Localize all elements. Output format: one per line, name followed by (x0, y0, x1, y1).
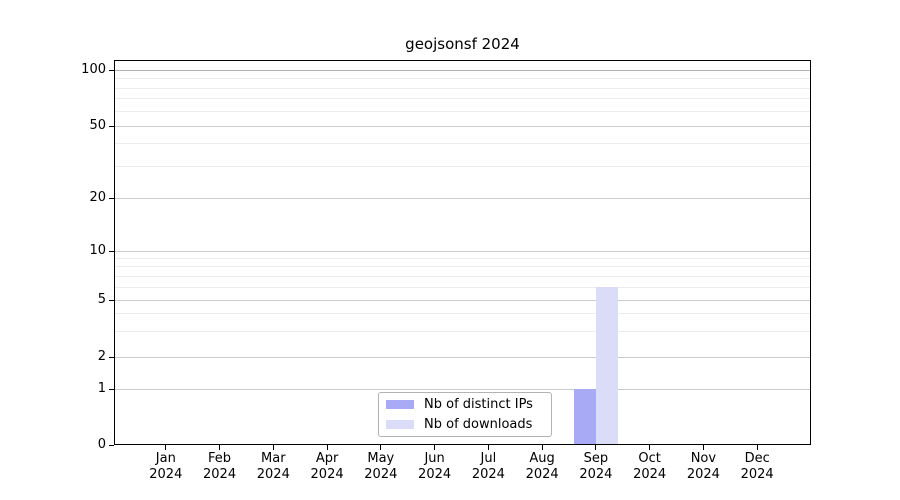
y-gridline-major (115, 250, 810, 252)
y-tick-mark (109, 69, 114, 71)
y-gridline-minor (115, 78, 810, 79)
y-gridline-major (115, 356, 810, 358)
y-tick-mark (109, 250, 114, 252)
x-tick-mark (165, 445, 167, 450)
x-tick-year: 2024 (418, 467, 452, 482)
x-tick-label: Oct 2024 (622, 451, 678, 483)
x-tick-month: Jul (480, 451, 497, 466)
y-gridline-major (115, 125, 810, 127)
y-gridline-minor (115, 257, 810, 259)
x-tick-mark (434, 445, 436, 450)
x-tick-month: Aug (529, 451, 555, 466)
y-gridline-minor (115, 165, 810, 167)
x-tick-month: Apr (315, 451, 339, 466)
y-tick-label: 5 (97, 292, 106, 307)
y-gridline-minor (115, 331, 810, 333)
x-tick-mark (380, 445, 382, 450)
x-tick-month: Oct (638, 451, 661, 466)
bar-distinct-ips (573, 389, 596, 445)
x-tick-mark (487, 445, 489, 450)
y-gridline-minor (115, 110, 810, 112)
x-tick-label: Jan 2024 (138, 451, 194, 483)
legend-swatch (386, 419, 414, 429)
x-tick-label: Jul 2024 (460, 451, 516, 483)
x-tick-mark (649, 445, 651, 450)
legend-swatch (386, 400, 414, 410)
x-tick-month: Feb (208, 451, 232, 466)
y-tick-mark (109, 388, 114, 390)
x-tick-year: 2024 (364, 467, 398, 482)
y-gridline-major (115, 69, 810, 71)
x-tick-mark (326, 445, 328, 450)
y-gridline-minor (115, 266, 810, 268)
y-tick-label: 20 (89, 190, 106, 205)
x-tick-label: Mar 2024 (245, 451, 301, 483)
x-tick-year: 2024 (149, 467, 183, 482)
x-tick-label: Sep 2024 (568, 451, 624, 483)
x-tick-mark (541, 445, 543, 450)
x-tick-mark (219, 445, 221, 450)
x-tick-year: 2024 (525, 467, 559, 482)
plot-area-border (114, 60, 811, 445)
chart-title: geojsonsf 2024 (405, 35, 520, 53)
x-tick-year: 2024 (471, 467, 505, 482)
x-tick-year: 2024 (256, 467, 290, 482)
x-tick-month: Nov (690, 451, 717, 466)
x-tick-label: Jun 2024 (407, 451, 463, 483)
x-tick-mark (756, 445, 758, 450)
x-tick-label: Aug 2024 (514, 451, 570, 483)
x-tick-month: Dec (744, 451, 770, 466)
x-tick-year: 2024 (203, 467, 237, 482)
bar-downloads (595, 287, 618, 445)
x-tick-mark (595, 445, 597, 450)
y-gridline-minor (115, 98, 810, 100)
x-tick-mark (272, 445, 274, 450)
x-tick-mark (702, 445, 704, 450)
x-tick-label: May 2024 (353, 451, 409, 483)
y-tick-label: 100 (81, 62, 106, 77)
x-tick-month: May (367, 451, 395, 466)
x-tick-label: Apr 2024 (299, 451, 355, 483)
y-tick-label: 50 (89, 118, 106, 133)
y-gridline-minor (115, 313, 810, 315)
y-tick-label: 0 (97, 437, 106, 452)
x-tick-month: Jan (155, 451, 176, 466)
y-tick-mark (109, 356, 114, 358)
legend: Nb of distinct IPs Nb of downloads (378, 392, 552, 437)
x-tick-month: Sep (583, 451, 609, 466)
y-gridline-major (115, 388, 810, 390)
x-tick-year: 2024 (740, 467, 774, 482)
x-tick-label: Nov 2024 (675, 451, 731, 483)
legend-label: Nb of downloads (424, 416, 533, 432)
x-tick-month: Jun (424, 451, 445, 466)
y-tick-mark (109, 299, 114, 301)
y-gridline-minor (115, 143, 810, 145)
x-tick-year: 2024 (633, 467, 667, 482)
y-tick-label: 1 (97, 381, 106, 396)
y-gridline-major (115, 299, 810, 301)
x-tick-year: 2024 (310, 467, 344, 482)
x-tick-label: Dec 2024 (729, 451, 785, 483)
y-gridline-minor (115, 87, 810, 89)
x-tick-label: Feb 2024 (192, 451, 248, 483)
y-tick-label: 10 (89, 243, 106, 258)
legend-row: Nb of downloads (379, 416, 551, 432)
y-tick-mark (109, 197, 114, 199)
legend-row: Nb of distinct IPs (379, 397, 551, 413)
y-gridline-minor (115, 275, 810, 277)
x-tick-year: 2024 (686, 467, 720, 482)
x-tick-month: Mar (261, 451, 286, 466)
y-tick-mark (109, 125, 114, 127)
legend-label: Nb of distinct IPs (424, 397, 533, 413)
y-gridline-minor (115, 286, 810, 288)
y-tick-mark (109, 444, 114, 446)
y-tick-label: 2 (97, 349, 106, 364)
x-tick-year: 2024 (579, 467, 613, 482)
y-gridline-major (115, 197, 810, 199)
